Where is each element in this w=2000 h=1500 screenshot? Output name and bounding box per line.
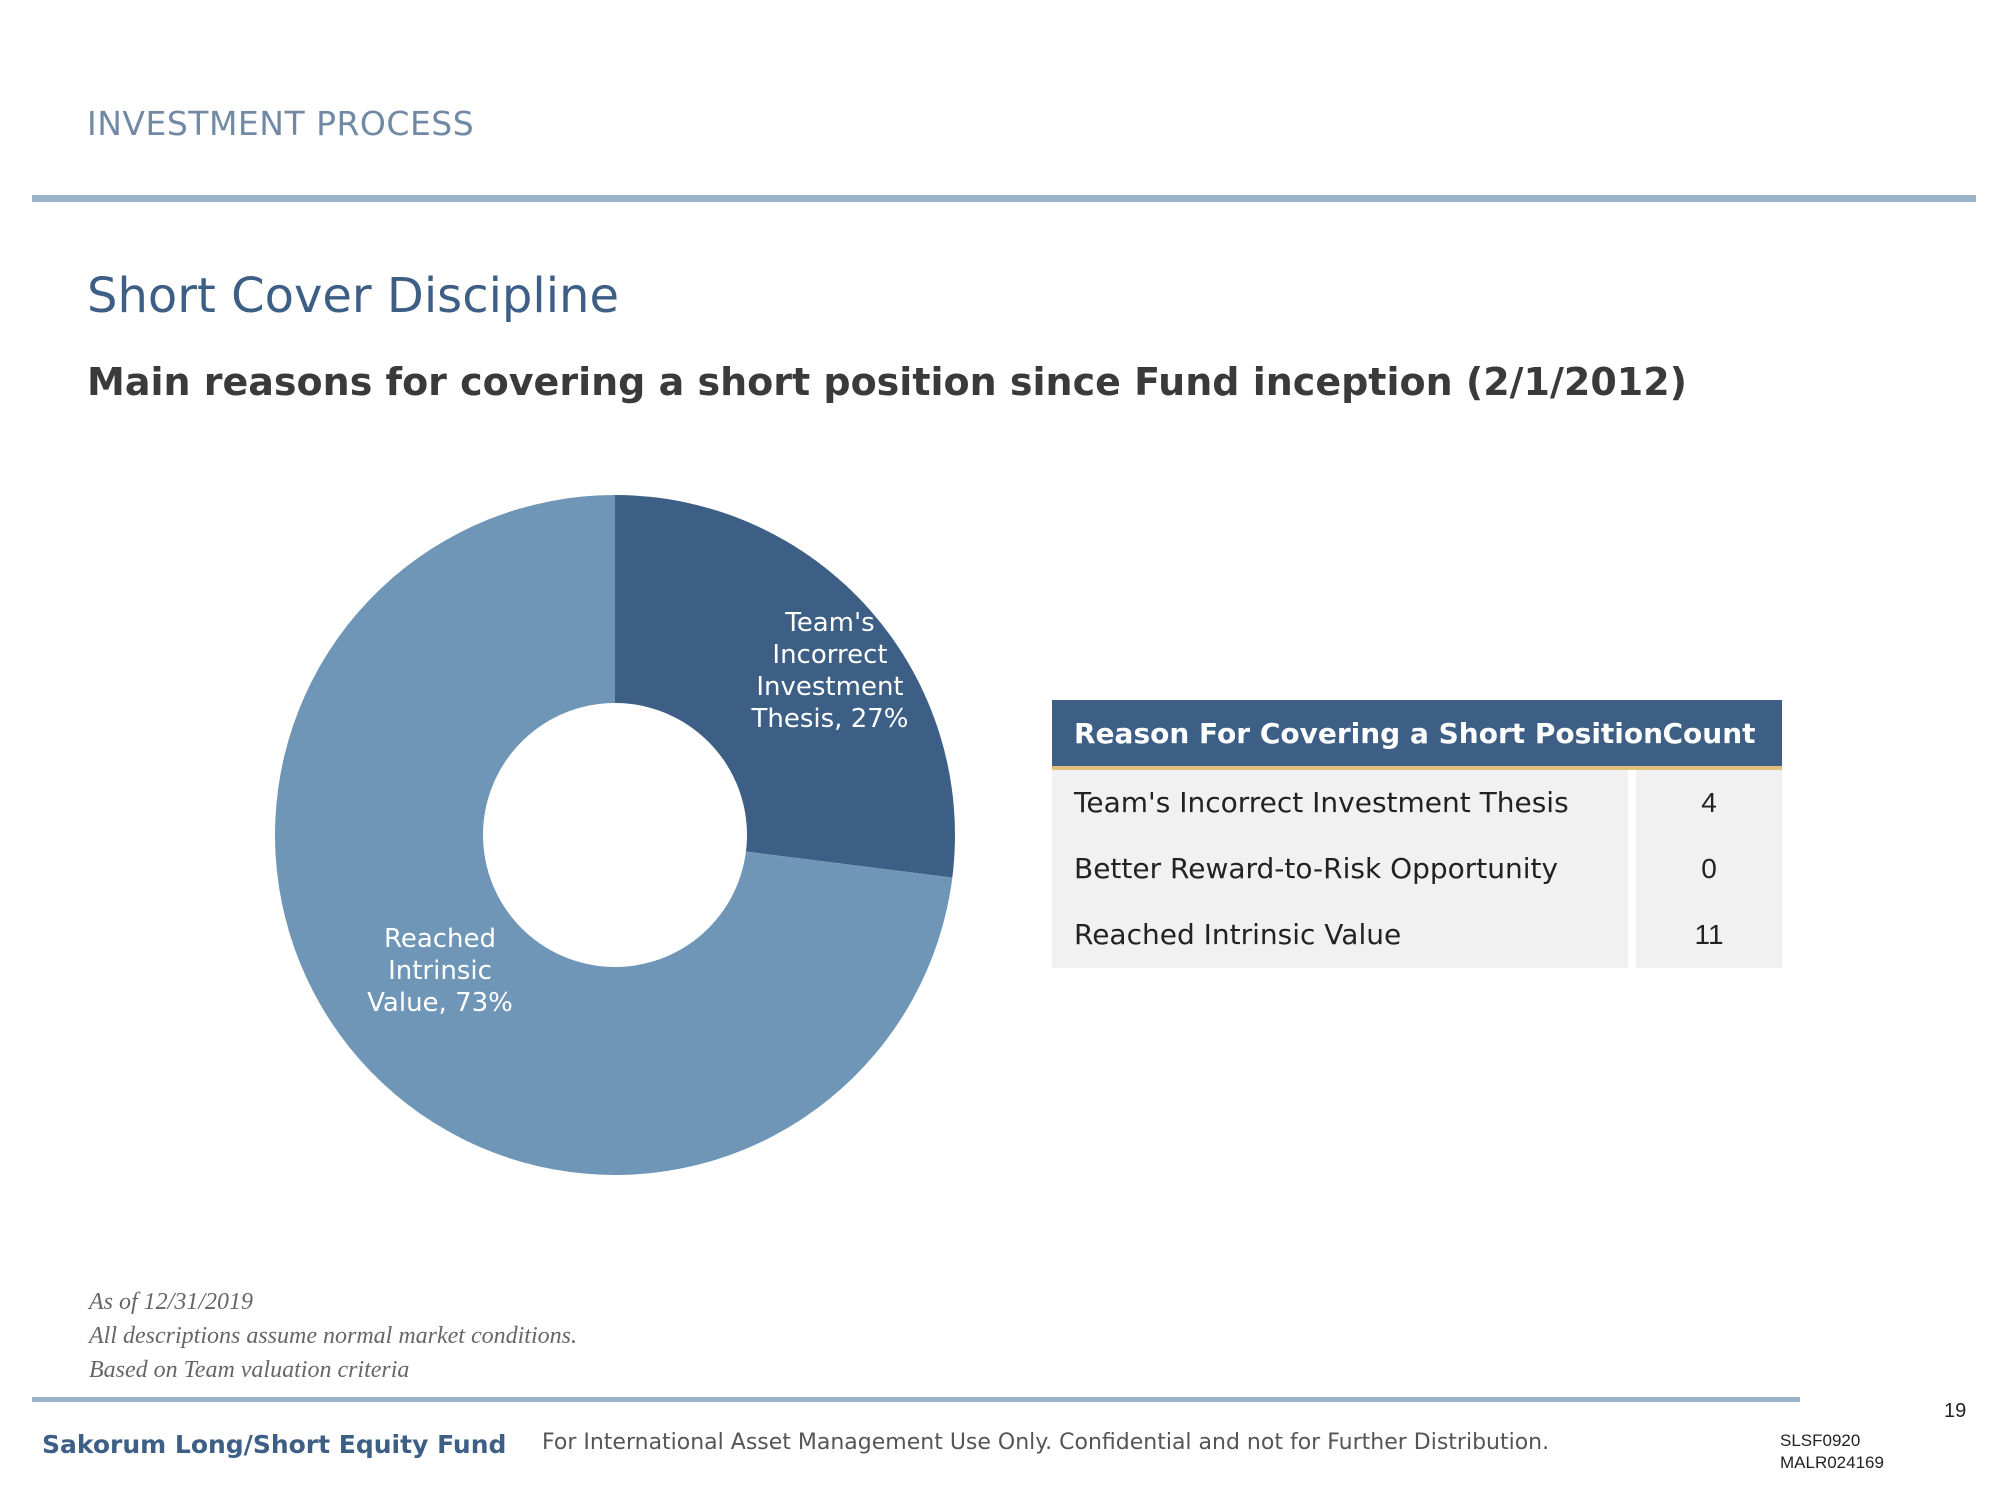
table-cell-reason: Team's Incorrect Investment Thesis xyxy=(1052,770,1636,836)
table-row: Reached Intrinsic Value 11 xyxy=(1052,902,1782,968)
donut-slice xyxy=(274,495,953,1175)
footnote-date: As of 12/31/2019 xyxy=(89,1289,254,1315)
header-divider xyxy=(32,195,1976,202)
footnotes: As of 12/31/2019 All descriptions assume… xyxy=(89,1285,577,1387)
table-cell-count: 0 xyxy=(1636,836,1782,902)
table-cell-reason: Better Reward-to-Risk Opportunity xyxy=(1052,836,1636,902)
slice-data-label: Reached Intrinsic Value, 73% xyxy=(367,924,513,1018)
donut-slice xyxy=(615,495,955,878)
table-cell-count: 4 xyxy=(1636,770,1782,836)
footnote-conditions: All descriptions assume normal market co… xyxy=(89,1323,577,1349)
table-cell-reason: Reached Intrinsic Value xyxy=(1052,902,1636,968)
reasons-table: Reason For Covering a Short Position Cou… xyxy=(1052,700,1782,968)
document-code-secondary: MALR024169 xyxy=(1780,1453,1884,1472)
footnote-criteria: Based on Team valuation criteria xyxy=(89,1357,410,1383)
table-row: Better Reward-to-Risk Opportunity 0 xyxy=(1052,836,1782,902)
table-header-count: Count xyxy=(1662,716,1756,750)
table-row: Team's Incorrect Investment Thesis 4 xyxy=(1052,770,1782,836)
footer-divider xyxy=(32,1397,1800,1402)
document-code: SLSF0920 xyxy=(1780,1431,1861,1450)
page-number: 19 xyxy=(1944,1400,1967,1422)
section-label: INVESTMENT PROCESS xyxy=(87,104,475,143)
table-header-row: Reason For Covering a Short Position Cou… xyxy=(1052,700,1782,770)
footer-confidentiality: For International Asset Management Use O… xyxy=(542,1430,1550,1455)
table-header-reason: Reason For Covering a Short Position xyxy=(1074,716,1664,750)
slice-data-label: Team's Incorrect Investment Thesis, 27% xyxy=(751,608,909,734)
page-title: Short Cover Discipline xyxy=(87,268,620,324)
chart-subtitle: Main reasons for covering a short positi… xyxy=(87,360,1688,404)
footer-fund-name: Sakorum Long/Short Equity Fund xyxy=(42,1430,507,1459)
donut-chart: Team's Incorrect Investment Thesis, 27% Reac… xyxy=(274,495,955,1175)
table-cell-count: 11 xyxy=(1636,902,1782,968)
